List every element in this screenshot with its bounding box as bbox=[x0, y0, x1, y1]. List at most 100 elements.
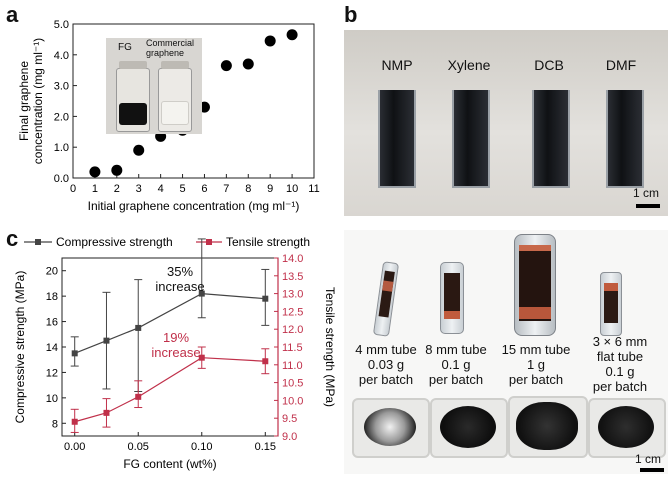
fg-label: FG bbox=[118, 42, 132, 53]
legend-label-tensile: Tensile strength bbox=[226, 235, 310, 249]
data-point-a bbox=[264, 35, 276, 47]
y-tick-label-left-c: 12 bbox=[46, 367, 58, 379]
tube-label-8mm: 8 mm tube 0.1 g per batch bbox=[425, 342, 487, 387]
y-tick-label-left-c: 14 bbox=[46, 342, 58, 354]
scale-bar-b bbox=[636, 204, 660, 208]
data-point-tensile bbox=[262, 358, 269, 365]
y-tick-label-right-c: 11.0 bbox=[282, 360, 303, 372]
x-tick-label-a: 7 bbox=[223, 183, 229, 195]
x-tick-label-a: 8 bbox=[245, 183, 251, 195]
x-tick-label-a: 10 bbox=[286, 183, 298, 195]
dish-8mm bbox=[430, 398, 508, 458]
annotation-19-line2: increase bbox=[151, 345, 200, 360]
cuvette-xylene bbox=[452, 90, 490, 188]
cuvette-nmp bbox=[378, 90, 416, 188]
annotation-35-line1: 35% bbox=[167, 264, 193, 279]
y-tick-label-right-c: 10.5 bbox=[282, 378, 303, 390]
cuvette-dcb bbox=[532, 90, 570, 188]
data-point-a bbox=[133, 144, 145, 156]
legend-label-compressive: Compressive strength bbox=[56, 235, 173, 249]
legend-marker-tensile bbox=[206, 239, 212, 245]
commercial-vial bbox=[158, 61, 192, 132]
y-tick-label-a: 3.0 bbox=[54, 81, 69, 93]
legend-marker-compressive bbox=[35, 239, 41, 245]
annotation-19-line1: 19% bbox=[163, 330, 189, 345]
scale-label-b: 1 cm bbox=[632, 186, 659, 200]
x-tick-label-a: 9 bbox=[267, 183, 273, 195]
x-tick-label-c: 0.15 bbox=[255, 441, 276, 453]
dish-flat bbox=[588, 398, 666, 458]
x-tick-label-a: 5 bbox=[179, 183, 185, 195]
y-tick-label-right-c: 9.5 bbox=[282, 413, 297, 425]
strength-chart-c: Compressive strength Tensile strength 0.00… bbox=[13, 235, 337, 471]
y-tick-label-right-c: 13.0 bbox=[282, 289, 303, 301]
y-tick-label-a: 4.0 bbox=[54, 50, 69, 62]
dish-15mm bbox=[508, 396, 588, 458]
y-tick-label-left-c: 8 bbox=[52, 418, 58, 430]
x-tick-label-c: 0.05 bbox=[128, 441, 149, 453]
solvent-label-dcb: DCB bbox=[534, 57, 564, 73]
data-point-compressive bbox=[198, 290, 205, 297]
annotation-35-line2: increase bbox=[155, 279, 204, 294]
y-tick-label-right-c: 10.0 bbox=[282, 395, 303, 407]
panel-letter-b: b bbox=[344, 2, 358, 27]
scatter-chart-a: 0 1 2 3 4 5 6 7 8 9 10 11 0.0 1.0 2.0 3.0 4.0 5.0 Initial … bbox=[17, 19, 320, 213]
inset-vials-photo: FG Commercial graphene bbox=[106, 38, 202, 134]
y-tick-label-right-c: 12.5 bbox=[282, 306, 303, 318]
y-axis-label-a: Final grapheneconcentration (mg ml⁻¹) bbox=[17, 38, 45, 164]
tube-4mm bbox=[372, 261, 400, 337]
y-axis-label-left-c: Compressive strength (MPa) bbox=[13, 271, 27, 424]
data-point-compressive bbox=[71, 350, 78, 357]
y-tick-label-a: 5.0 bbox=[54, 19, 69, 31]
tube-15mm bbox=[514, 234, 556, 336]
y-axis-label-right-c: Tensile strength (MPa) bbox=[323, 287, 337, 407]
y-tick-label-right-c: 11.5 bbox=[282, 342, 303, 354]
cuvette-dmf bbox=[606, 90, 644, 188]
y-tick-label-right-c: 14.0 bbox=[282, 253, 303, 265]
y-tick-label-right-c: 13.5 bbox=[282, 271, 303, 283]
data-point-a bbox=[220, 60, 232, 72]
y-tick-label-left-c: 20 bbox=[46, 266, 58, 278]
data-point-tensile bbox=[135, 393, 142, 400]
y-tick-label-a: 0.0 bbox=[54, 173, 69, 185]
y-tick-label-a: 1.0 bbox=[54, 142, 69, 154]
x-tick-label-c: 0.00 bbox=[64, 441, 85, 453]
fg-vial bbox=[116, 61, 150, 132]
tube-8mm bbox=[440, 262, 464, 334]
y-tick-label-a: 2.0 bbox=[54, 111, 69, 123]
tube-label-15mm: 15 mm tube 1 g per batch bbox=[501, 342, 571, 387]
series-line-tensile bbox=[74, 357, 266, 423]
y-tick-label-right-c: 9.0 bbox=[282, 431, 297, 443]
data-point-compressive bbox=[103, 337, 110, 344]
tube-label-flat: 3 × 6 mm flat tube 0.1 g per batch bbox=[592, 334, 648, 394]
solvent-label-nmp: NMP bbox=[381, 57, 413, 73]
dish-4mm bbox=[352, 398, 430, 458]
data-point-tensile bbox=[103, 409, 110, 416]
data-point-a bbox=[89, 166, 101, 178]
tube-flat bbox=[600, 272, 622, 336]
plot-frame-a bbox=[72, 23, 315, 179]
scale-bar-d bbox=[640, 468, 664, 472]
x-tick-label-c: 0.10 bbox=[191, 441, 212, 453]
commercial-label: Commercial graphene bbox=[146, 38, 195, 58]
tube-label-4mm: 4 mm tube 0.03 g per batch bbox=[355, 342, 417, 387]
panel-letter-c: c bbox=[6, 226, 19, 251]
data-point-a bbox=[242, 58, 254, 70]
data-point-a bbox=[286, 29, 298, 41]
x-tick-label-a: 4 bbox=[158, 183, 164, 195]
data-point-tensile bbox=[198, 354, 205, 361]
x-axis-label-a: Initial graphene concentration (mg ml⁻¹) bbox=[88, 199, 300, 213]
y-tick-label-right-c: 12.0 bbox=[282, 324, 303, 336]
scale-label-d: 1 cm bbox=[634, 452, 661, 466]
x-tick-label-a: 11 bbox=[308, 183, 319, 195]
x-tick-label-a: 6 bbox=[201, 183, 207, 195]
x-tick-label-a: 0 bbox=[70, 183, 76, 195]
y-tick-label-left-c: 10 bbox=[46, 393, 58, 405]
y-tick-label-left-c: 18 bbox=[46, 291, 58, 303]
solvent-label-xylene: Xylene bbox=[447, 57, 491, 73]
x-tick-label-a: 1 bbox=[92, 183, 98, 195]
x-tick-label-a: 2 bbox=[114, 183, 120, 195]
x-tick-label-a: 3 bbox=[136, 183, 142, 195]
y-tick-label-left-c: 16 bbox=[46, 317, 58, 329]
